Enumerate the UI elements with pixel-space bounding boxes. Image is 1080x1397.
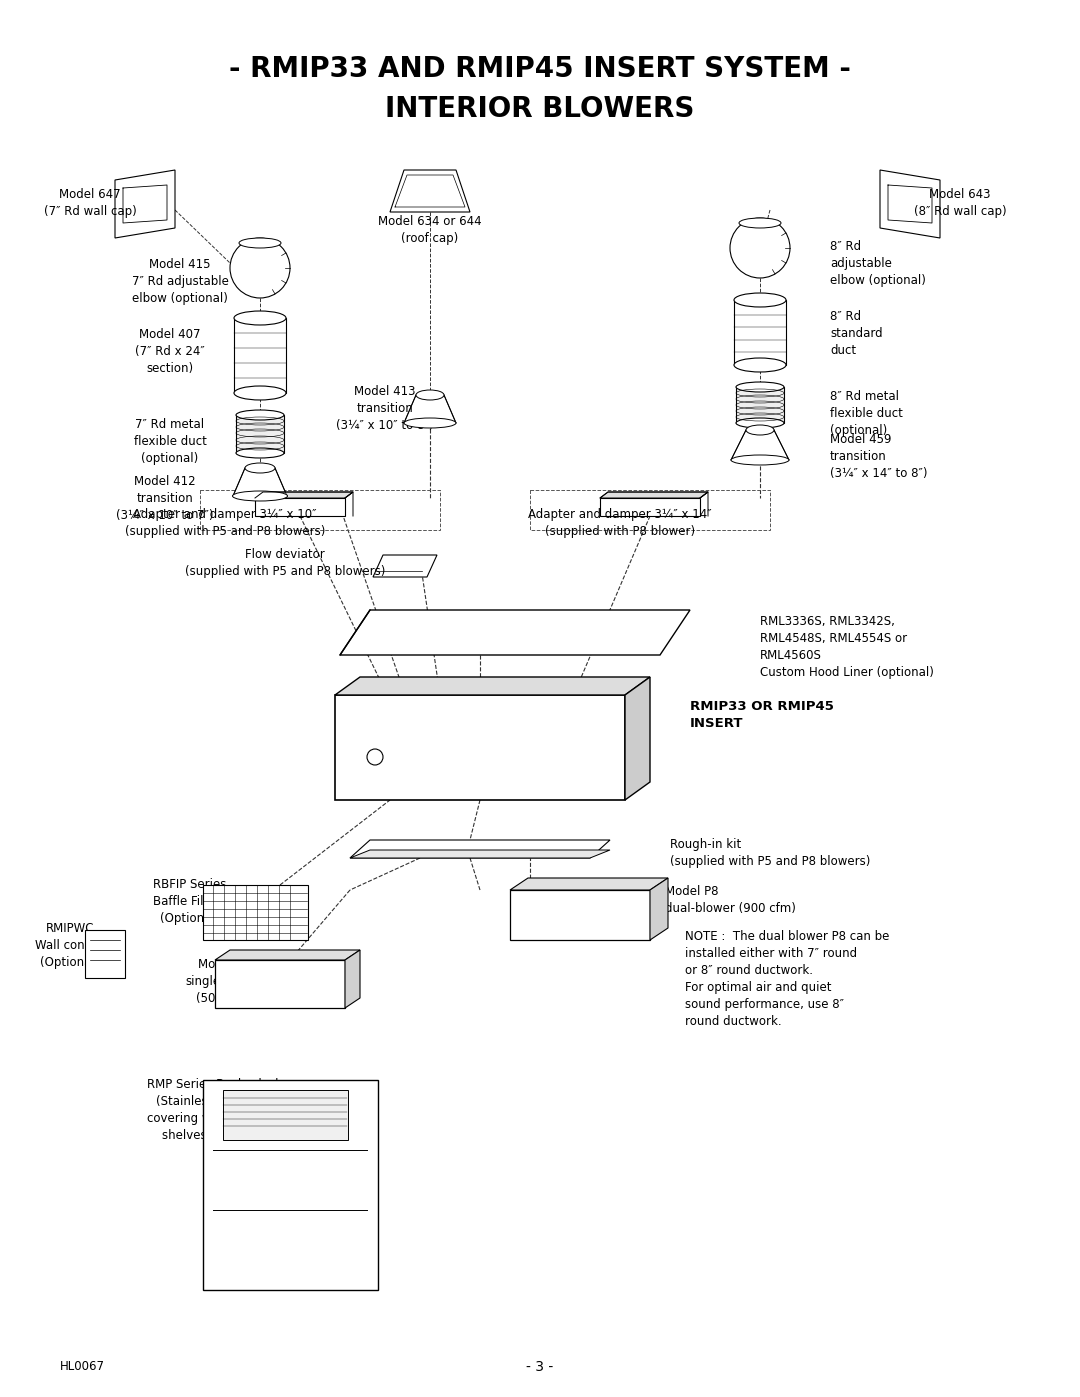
- Text: Model P8
dual-blower (900 cfm): Model P8 dual-blower (900 cfm): [665, 886, 796, 915]
- Ellipse shape: [404, 418, 456, 427]
- Ellipse shape: [731, 455, 789, 465]
- Text: 8″ Rd metal
flexible duct
(optional): 8″ Rd metal flexible duct (optional): [831, 390, 903, 437]
- Bar: [85, 930, 125, 978]
- Polygon shape: [650, 877, 669, 940]
- Text: - RMIP33 AND RMIP45 INSERT SYSTEM -: - RMIP33 AND RMIP45 INSERT SYSTEM -: [229, 54, 851, 82]
- Bar: [203, 1080, 378, 1289]
- Bar: [237, 415, 284, 453]
- Text: Adapter and damper 3¼″ x 10″
(supplied with P5 and P8 blowers): Adapter and damper 3¼″ x 10″ (supplied w…: [125, 509, 325, 538]
- Ellipse shape: [734, 293, 786, 307]
- Ellipse shape: [237, 448, 284, 458]
- Text: Model 634 or 644
(roof cap): Model 634 or 644 (roof cap): [378, 215, 482, 244]
- Text: RML3336S, RML3342S,
RML4548S, RML4554S or
RML4560S
Custom Hood Liner (optional): RML3336S, RML3342S, RML4548S, RML4554S o…: [760, 615, 934, 679]
- Text: Rough-in kit
(supplied with P5 and P8 blowers): Rough-in kit (supplied with P5 and P8 bl…: [670, 838, 870, 868]
- Text: Flow deviator
(supplied with P5 and P8 blowers): Flow deviator (supplied with P5 and P8 b…: [185, 548, 386, 578]
- Text: Adapter and damper 3¼″ x 14″
(supplied with P8 blower): Adapter and damper 3¼″ x 14″ (supplied w…: [528, 509, 712, 538]
- Bar: [234, 319, 286, 393]
- Text: Model 412
transition
(3¼″ x 10″ to 7″): Model 412 transition (3¼″ x 10″ to 7″): [117, 475, 214, 522]
- Polygon shape: [404, 395, 456, 423]
- Ellipse shape: [735, 381, 784, 393]
- Text: 8″ Rd
adjustable
elbow (optional): 8″ Rd adjustable elbow (optional): [831, 240, 926, 286]
- Ellipse shape: [237, 409, 284, 420]
- Ellipse shape: [239, 237, 281, 249]
- Polygon shape: [350, 849, 610, 858]
- Ellipse shape: [739, 218, 781, 228]
- Text: Model P5
single-blower
(500 cfm): Model P5 single-blower (500 cfm): [186, 958, 265, 1004]
- Polygon shape: [390, 170, 470, 212]
- Polygon shape: [350, 840, 610, 858]
- Polygon shape: [340, 610, 690, 655]
- Circle shape: [230, 237, 291, 298]
- Polygon shape: [114, 170, 175, 237]
- Bar: [255, 497, 345, 515]
- Text: - 3 -: - 3 -: [526, 1361, 554, 1375]
- Bar: [734, 300, 786, 365]
- Bar: [335, 694, 625, 800]
- Polygon shape: [510, 877, 669, 890]
- Ellipse shape: [245, 462, 275, 474]
- Text: 7″ Rd metal
flexible duct
(optional): 7″ Rd metal flexible duct (optional): [134, 418, 206, 465]
- Text: Model 407
(7″ Rd x 24″
section): Model 407 (7″ Rd x 24″ section): [135, 328, 205, 374]
- Polygon shape: [233, 468, 287, 496]
- Polygon shape: [731, 430, 789, 460]
- Bar: [215, 960, 345, 1009]
- Polygon shape: [215, 950, 360, 960]
- Text: Model 413
transition
(3¼″ x 10″ to 8″): Model 413 transition (3¼″ x 10″ to 8″): [336, 386, 434, 432]
- Polygon shape: [373, 555, 437, 577]
- Ellipse shape: [734, 358, 786, 372]
- Bar: [203, 886, 308, 940]
- Bar: [600, 497, 700, 515]
- Text: INTERIOR BLOWERS: INTERIOR BLOWERS: [386, 95, 694, 123]
- Text: HL0067: HL0067: [60, 1361, 105, 1373]
- Bar: [222, 1090, 348, 1140]
- Text: Model 647
(7″ Rd wall cap): Model 647 (7″ Rd wall cap): [43, 189, 136, 218]
- Text: 8″ Rd
standard
duct: 8″ Rd standard duct: [831, 310, 882, 358]
- Circle shape: [730, 218, 789, 278]
- Text: RBFIP Series
Baffle Filters
(Optional): RBFIP Series Baffle Filters (Optional): [153, 877, 227, 925]
- Ellipse shape: [234, 386, 286, 400]
- Bar: [510, 890, 650, 940]
- Text: Model 643
(8″ Rd wall cap): Model 643 (8″ Rd wall cap): [914, 189, 1007, 218]
- Polygon shape: [345, 950, 360, 1009]
- Bar: [200, 490, 440, 529]
- Bar: [735, 387, 784, 423]
- Circle shape: [367, 749, 383, 766]
- Text: NOTE :  The dual blower P8 can be
installed either with 7″ round
or 8″ round duc: NOTE : The dual blower P8 can be install…: [685, 930, 889, 1028]
- Ellipse shape: [746, 425, 774, 434]
- Polygon shape: [255, 492, 353, 497]
- Polygon shape: [335, 678, 650, 694]
- Polygon shape: [600, 492, 708, 497]
- Ellipse shape: [735, 418, 784, 427]
- Polygon shape: [880, 170, 940, 237]
- Ellipse shape: [232, 490, 287, 502]
- Text: RMIPWC
Wall control
(Optional): RMIPWC Wall control (Optional): [36, 922, 105, 970]
- Text: Model 415
7″ Rd adjustable
elbow (optional): Model 415 7″ Rd adjustable elbow (option…: [132, 258, 229, 305]
- Polygon shape: [625, 678, 650, 800]
- Text: Model 459
transition
(3¼″ x 14″ to 8″): Model 459 transition (3¼″ x 14″ to 8″): [831, 433, 928, 481]
- Ellipse shape: [234, 312, 286, 326]
- Bar: [530, 490, 770, 529]
- Ellipse shape: [416, 390, 444, 400]
- Text: RMP Series Backsplash
(Stainless Steel wall
covering with warming
shelves. Optio: RMP Series Backsplash (Stainless Steel w…: [147, 1078, 283, 1141]
- Text: RMIP33 OR RMIP45
INSERT: RMIP33 OR RMIP45 INSERT: [690, 700, 834, 731]
